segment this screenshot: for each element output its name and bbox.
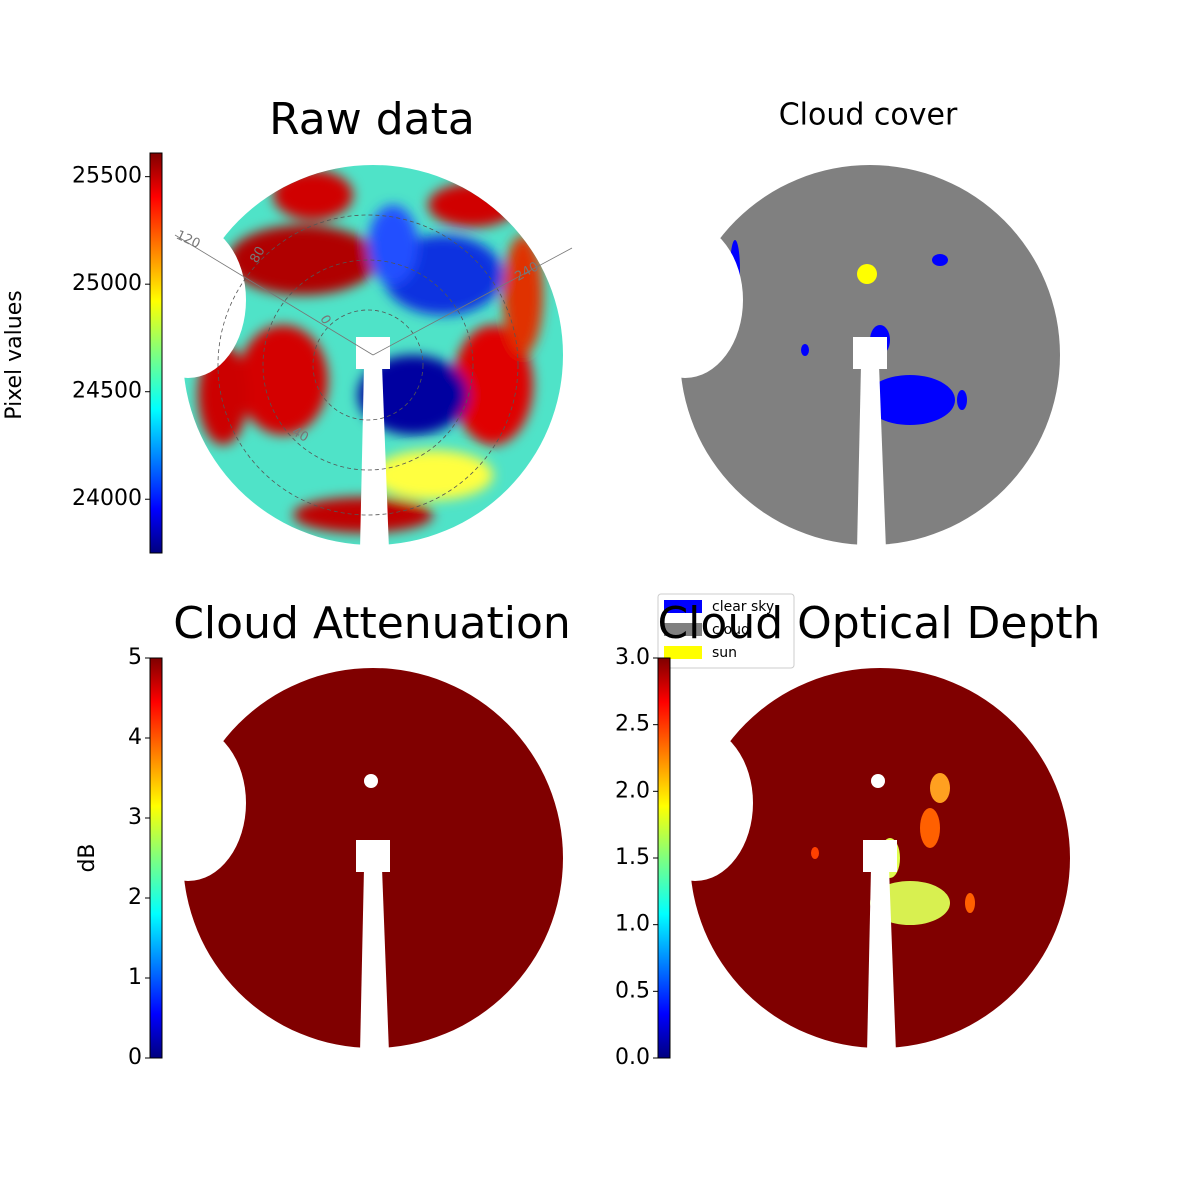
colorbar-tick-label: 24500 (72, 379, 142, 404)
hole (364, 774, 378, 788)
colorbar-label: dB (75, 843, 100, 872)
colorbar-tick-label: 1.0 (615, 912, 650, 937)
polar-label: 80 (247, 244, 268, 266)
colorbar-tick-label: 3.0 (615, 645, 650, 670)
obstruction (130, 725, 246, 881)
colorbar (149, 152, 163, 554)
panel-title: Cloud Optical Depth (657, 598, 1100, 649)
sky-blob (920, 808, 940, 848)
legend-label: cloud (712, 622, 750, 638)
panel-title: Cloud cover (779, 98, 958, 133)
legend-swatch (664, 600, 702, 613)
sky-blob (373, 450, 493, 500)
colorbar-tick-label: 4 (128, 725, 142, 750)
sky-blobs (198, 170, 543, 533)
colorbar-tick-label: 25000 (72, 271, 142, 296)
sky-blob (865, 375, 955, 425)
colorbar-tick-label: 1 (128, 965, 142, 990)
mast (867, 868, 896, 1053)
colorbar (149, 657, 163, 1059)
panel-title: Cloud Attenuation (173, 598, 571, 649)
mast (857, 365, 886, 550)
sky-image (130, 668, 563, 1053)
colorbar-tick-label: 2.5 (615, 712, 650, 737)
legend: clear sky cloud sun (657, 593, 795, 669)
colorbar-tick-label: 5 (128, 645, 142, 670)
sky-blob (801, 344, 809, 356)
sky-blob (811, 847, 819, 859)
sky-blob (932, 254, 948, 266)
mast-top (356, 840, 390, 872)
colorbar-label: Pixel values (2, 290, 27, 419)
colorbar-tick-label: 3 (128, 805, 142, 830)
polar-label: 40 (289, 424, 311, 445)
legend-label: clear sky (712, 599, 774, 615)
mast-top (356, 337, 390, 369)
sky-blob (503, 235, 543, 355)
colorbar-tick-label: 0 (128, 1045, 142, 1070)
sun (857, 264, 877, 284)
colorbar-tick-label: 0.0 (615, 1045, 650, 1070)
legend-swatch (664, 646, 702, 659)
sky-image (627, 165, 1060, 550)
sky-blob (957, 390, 967, 410)
sky-blob (238, 325, 328, 435)
colorbar-tick-label: 25500 (72, 164, 142, 189)
mast (360, 868, 389, 1053)
sky-blob (428, 183, 518, 227)
polar-ring (312, 309, 424, 421)
colorbar (657, 657, 671, 1059)
hole (871, 774, 885, 788)
colorbar-tick-label: 0.5 (615, 978, 650, 1003)
legend-label: sun (712, 645, 737, 661)
mast-top (853, 337, 887, 369)
colorbar-tick-label: 2.0 (615, 778, 650, 803)
polar-ring (217, 214, 519, 516)
sky-blob (965, 893, 975, 913)
colorbar-tick-label: 2 (128, 885, 142, 910)
polar-ring (262, 259, 474, 471)
polar-grid (174, 214, 573, 516)
polar-axis (174, 234, 374, 356)
colorbar-tick-label: 24000 (72, 486, 142, 511)
polar-axis (372, 247, 573, 356)
sky-blob (228, 225, 378, 295)
sky-blob (930, 773, 950, 803)
sky-blob (273, 170, 353, 220)
obstruction (627, 222, 743, 378)
sky-blob (453, 325, 533, 445)
sky-blob (358, 355, 468, 435)
mast (360, 365, 389, 550)
sky-blob (368, 205, 418, 285)
sky-image (637, 668, 1070, 1053)
sky-features (198, 170, 543, 533)
legend-swatch (664, 623, 702, 636)
panel-title: Raw data (269, 94, 475, 145)
colorbar-tick-label: 1.5 (615, 845, 650, 870)
mast-top (863, 840, 897, 872)
